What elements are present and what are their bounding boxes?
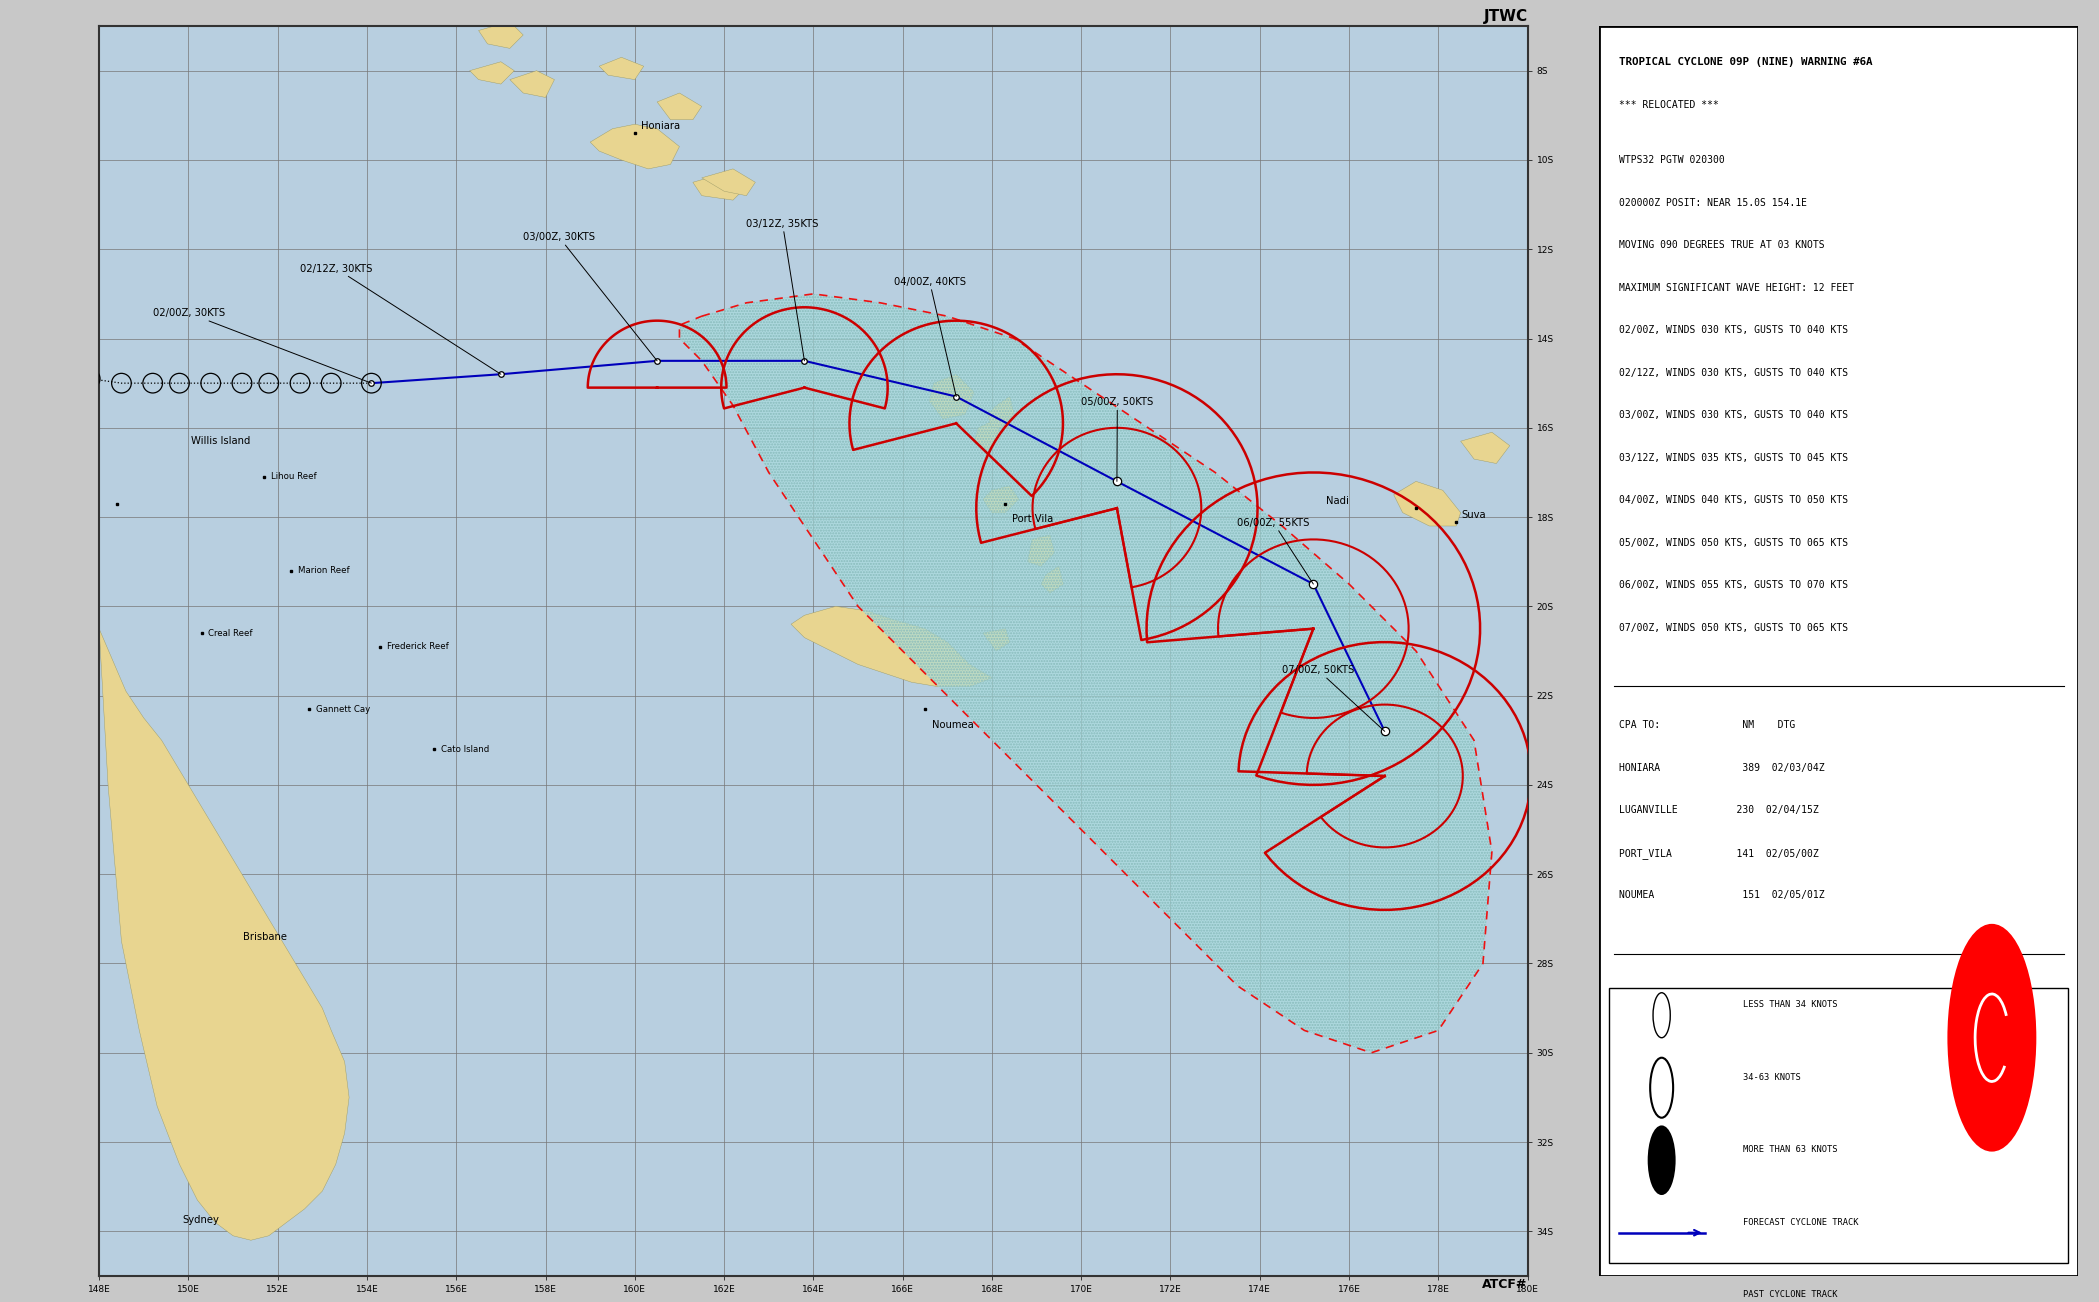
Text: 03/12Z, 35KTS: 03/12Z, 35KTS (747, 219, 819, 361)
Polygon shape (680, 294, 1492, 1053)
Text: 04/00Z, WINDS 040 KTS, GUSTS TO 050 KTS: 04/00Z, WINDS 040 KTS, GUSTS TO 050 KTS (1618, 495, 1847, 505)
Polygon shape (987, 397, 1014, 428)
Text: Nadi: Nadi (1327, 496, 1350, 506)
Text: Port Vila: Port Vila (1012, 514, 1054, 525)
Polygon shape (470, 61, 514, 85)
Text: 05/00Z, 50KTS: 05/00Z, 50KTS (1081, 397, 1154, 482)
Text: Lihou Reef: Lihou Reef (271, 473, 317, 482)
Text: Sydney: Sydney (183, 1215, 220, 1225)
Polygon shape (1394, 482, 1461, 526)
Text: TROPICAL CYCLONE 09P (NINE) WARNING #6A: TROPICAL CYCLONE 09P (NINE) WARNING #6A (1618, 57, 1872, 68)
Circle shape (1648, 1126, 1675, 1194)
Polygon shape (590, 124, 680, 169)
Polygon shape (598, 57, 644, 79)
Polygon shape (1029, 535, 1054, 566)
Text: Noumea: Noumea (932, 720, 974, 729)
Text: 03/00Z, 30KTS: 03/00Z, 30KTS (523, 232, 657, 361)
Polygon shape (510, 70, 554, 98)
Text: Creal Reef: Creal Reef (208, 629, 254, 638)
Text: PORT_VILA           141  02/05/00Z: PORT_VILA 141 02/05/00Z (1618, 848, 1818, 858)
Text: 02/00Z, WINDS 030 KTS, GUSTS TO 040 KTS: 02/00Z, WINDS 030 KTS, GUSTS TO 040 KTS (1618, 326, 1847, 335)
Text: FORECAST CYCLONE TRACK: FORECAST CYCLONE TRACK (1742, 1217, 1858, 1226)
Text: Honiara: Honiara (642, 121, 680, 132)
Text: JTWC: JTWC (1484, 9, 1528, 23)
Text: ATCF#: ATCF# (1482, 1279, 1528, 1292)
Text: 06/00Z, 55KTS: 06/00Z, 55KTS (1238, 518, 1314, 585)
Text: 04/00Z, 40KTS: 04/00Z, 40KTS (894, 277, 966, 397)
Polygon shape (693, 173, 747, 201)
Text: 34-63 KNOTS: 34-63 KNOTS (1742, 1073, 1801, 1082)
Text: 03/00Z, WINDS 030 KTS, GUSTS TO 040 KTS: 03/00Z, WINDS 030 KTS, GUSTS TO 040 KTS (1618, 410, 1847, 421)
Text: 02/12Z, 30KTS: 02/12Z, 30KTS (300, 263, 502, 374)
Text: WTPS32 PGTW 020300: WTPS32 PGTW 020300 (1618, 155, 1725, 165)
Text: 07/00Z, 50KTS: 07/00Z, 50KTS (1282, 665, 1385, 732)
Text: Suva: Suva (1461, 510, 1486, 519)
Text: 06/00Z, WINDS 055 KTS, GUSTS TO 070 KTS: 06/00Z, WINDS 055 KTS, GUSTS TO 070 KTS (1618, 579, 1847, 590)
Text: MORE THAN 63 KNOTS: MORE THAN 63 KNOTS (1742, 1146, 1837, 1154)
FancyBboxPatch shape (1610, 988, 2068, 1263)
Text: 07/00Z, WINDS 050 KTS, GUSTS TO 065 KTS: 07/00Z, WINDS 050 KTS, GUSTS TO 065 KTS (1618, 622, 1847, 633)
Text: LESS THAN 34 KNOTS: LESS THAN 34 KNOTS (1742, 1000, 1837, 1009)
Text: 05/00Z, WINDS 050 KTS, GUSTS TO 065 KTS: 05/00Z, WINDS 050 KTS, GUSTS TO 065 KTS (1618, 538, 1847, 548)
Text: Willis Island: Willis Island (191, 436, 250, 447)
Polygon shape (701, 169, 756, 195)
Polygon shape (982, 629, 1010, 651)
Text: Cato Island: Cato Island (441, 745, 489, 754)
Text: HONIARA              389  02/03/04Z: HONIARA 389 02/03/04Z (1618, 763, 1824, 773)
Text: PAST CYCLONE TRACK: PAST CYCLONE TRACK (1742, 1290, 1837, 1299)
Text: NOUMEA               151  02/05/01Z: NOUMEA 151 02/05/01Z (1618, 891, 1824, 900)
Polygon shape (791, 607, 993, 686)
Text: Frederick Reef: Frederick Reef (386, 642, 449, 651)
Text: Brisbane: Brisbane (243, 932, 288, 941)
Polygon shape (479, 22, 523, 48)
Text: MAXIMUM SIGNIFICANT WAVE HEIGHT: 12 FEET: MAXIMUM SIGNIFICANT WAVE HEIGHT: 12 FEET (1618, 283, 1853, 293)
Polygon shape (1041, 566, 1064, 592)
Polygon shape (930, 374, 974, 419)
FancyBboxPatch shape (1599, 26, 2078, 1276)
Text: LUGANVILLE          230  02/04/15Z: LUGANVILLE 230 02/04/15Z (1618, 805, 1818, 815)
Text: 020000Z POSIT: NEAR 15.0S 154.1E: 020000Z POSIT: NEAR 15.0S 154.1E (1618, 198, 1807, 207)
Polygon shape (974, 419, 1001, 450)
Text: 02/00Z, 30KTS: 02/00Z, 30KTS (153, 309, 372, 383)
Text: Gannett Cay: Gannett Cay (315, 704, 369, 713)
Text: CPA TO:              NM    DTG: CPA TO: NM DTG (1618, 720, 1795, 730)
Circle shape (1948, 926, 2034, 1150)
Text: 03/12Z, WINDS 035 KTS, GUSTS TO 045 KTS: 03/12Z, WINDS 035 KTS, GUSTS TO 045 KTS (1618, 453, 1847, 462)
Polygon shape (1461, 432, 1509, 464)
Text: 02/12Z, WINDS 030 KTS, GUSTS TO 040 KTS: 02/12Z, WINDS 030 KTS, GUSTS TO 040 KTS (1618, 367, 1847, 378)
Text: MOVING 090 DEGREES TRUE AT 03 KNOTS: MOVING 090 DEGREES TRUE AT 03 KNOTS (1618, 240, 1824, 250)
Polygon shape (99, 629, 348, 1241)
Text: Marion Reef: Marion Reef (298, 566, 348, 575)
Text: *** RELOCATED ***: *** RELOCATED *** (1618, 100, 1719, 109)
Polygon shape (657, 92, 701, 120)
Polygon shape (982, 486, 1018, 513)
